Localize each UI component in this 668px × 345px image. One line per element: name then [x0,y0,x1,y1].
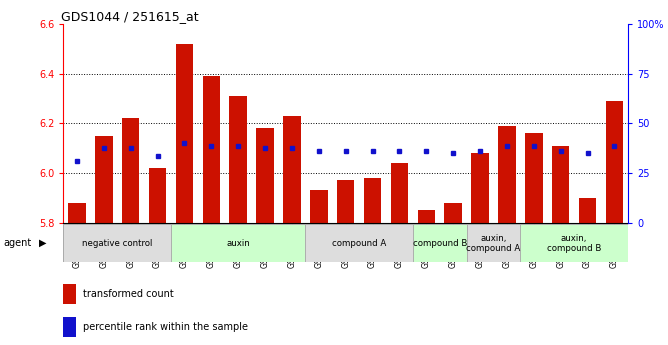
Text: negative control: negative control [82,239,152,248]
Bar [305,224,413,262]
Text: auxin: auxin [226,239,250,248]
Bar [498,126,516,223]
Text: compound A: compound A [332,239,386,248]
Text: GDS1044 / 251615_at: GDS1044 / 251615_at [61,10,198,23]
Bar [202,76,220,223]
Bar [149,168,166,223]
Text: percentile rank within the sample: percentile rank within the sample [84,322,248,332]
Bar [68,203,86,223]
Bar [176,44,193,223]
Bar [579,198,597,223]
Bar [525,133,542,223]
Text: auxin,
compound A: auxin, compound A [466,234,520,253]
Text: compound B: compound B [413,239,467,248]
Bar [418,210,435,223]
Bar [171,224,305,262]
Bar [229,96,247,223]
Text: transformed count: transformed count [84,289,174,299]
Bar [606,101,623,223]
Bar [364,178,381,223]
Text: agent: agent [3,238,31,248]
Bar [283,116,301,223]
Bar [520,224,628,262]
Bar [63,284,76,304]
Bar [391,163,408,223]
Bar [122,118,140,223]
Bar [552,146,569,223]
Bar [467,224,520,262]
Text: ▶: ▶ [39,238,46,248]
Bar [310,190,327,223]
Text: auxin,
compound B: auxin, compound B [547,234,601,253]
Bar [337,180,355,223]
Bar [413,224,467,262]
Bar [472,153,489,223]
Bar [63,224,171,262]
Bar [444,203,462,223]
Bar [257,128,274,223]
Bar [95,136,112,223]
Bar [63,317,76,337]
